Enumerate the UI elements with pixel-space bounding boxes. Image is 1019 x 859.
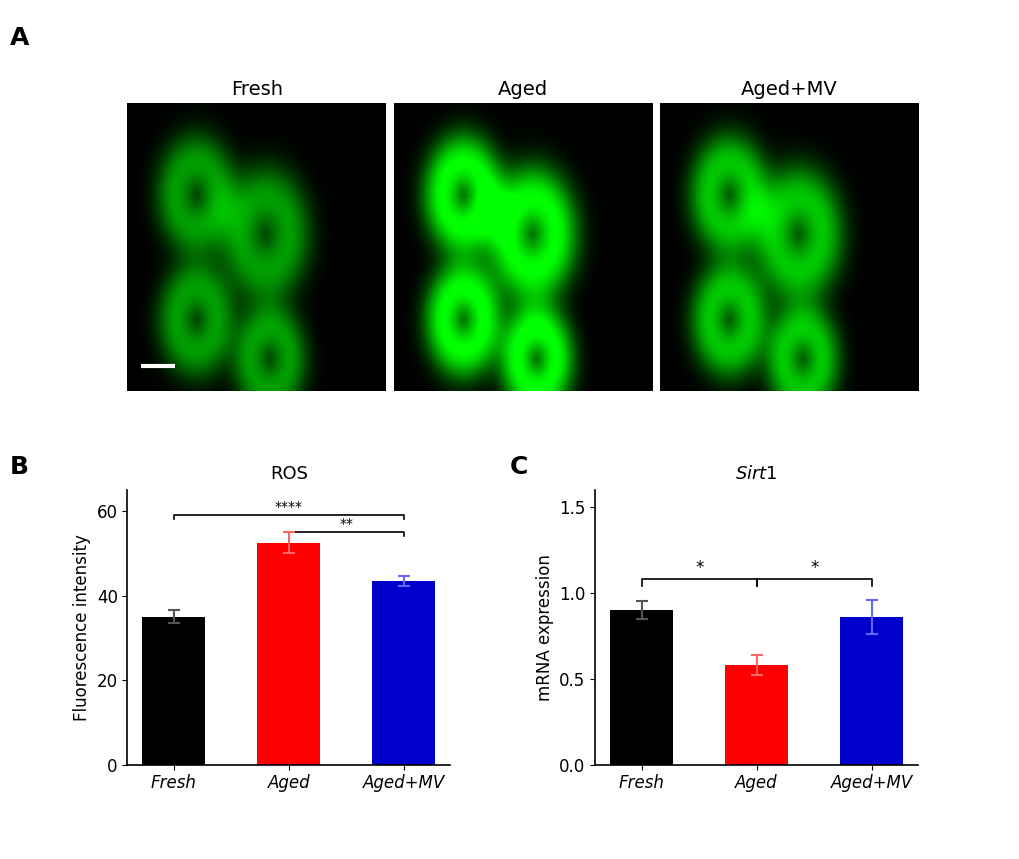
Title: Fresh: Fresh	[230, 80, 282, 99]
Text: A: A	[10, 26, 30, 50]
Text: *: *	[694, 558, 703, 576]
Text: **: **	[339, 517, 353, 531]
Title: $\it{Sirt1}$: $\it{Sirt1}$	[735, 465, 777, 483]
Text: B: B	[10, 455, 30, 479]
Text: C: C	[510, 455, 528, 479]
Bar	[725, 665, 788, 765]
Bar	[372, 581, 435, 765]
Y-axis label: Fluorescence intensity: Fluorescence intensity	[73, 533, 91, 721]
Bar	[142, 617, 205, 765]
Bar	[257, 543, 320, 765]
Bar	[609, 610, 673, 765]
Title: Aged: Aged	[497, 80, 547, 99]
Bar	[840, 617, 903, 765]
Title: Aged+MV: Aged+MV	[740, 80, 837, 99]
Text: ****: ****	[274, 500, 303, 514]
Y-axis label: mRNA expression: mRNA expression	[535, 554, 553, 701]
Title: ROS: ROS	[270, 465, 308, 483]
Text: *: *	[809, 558, 817, 576]
